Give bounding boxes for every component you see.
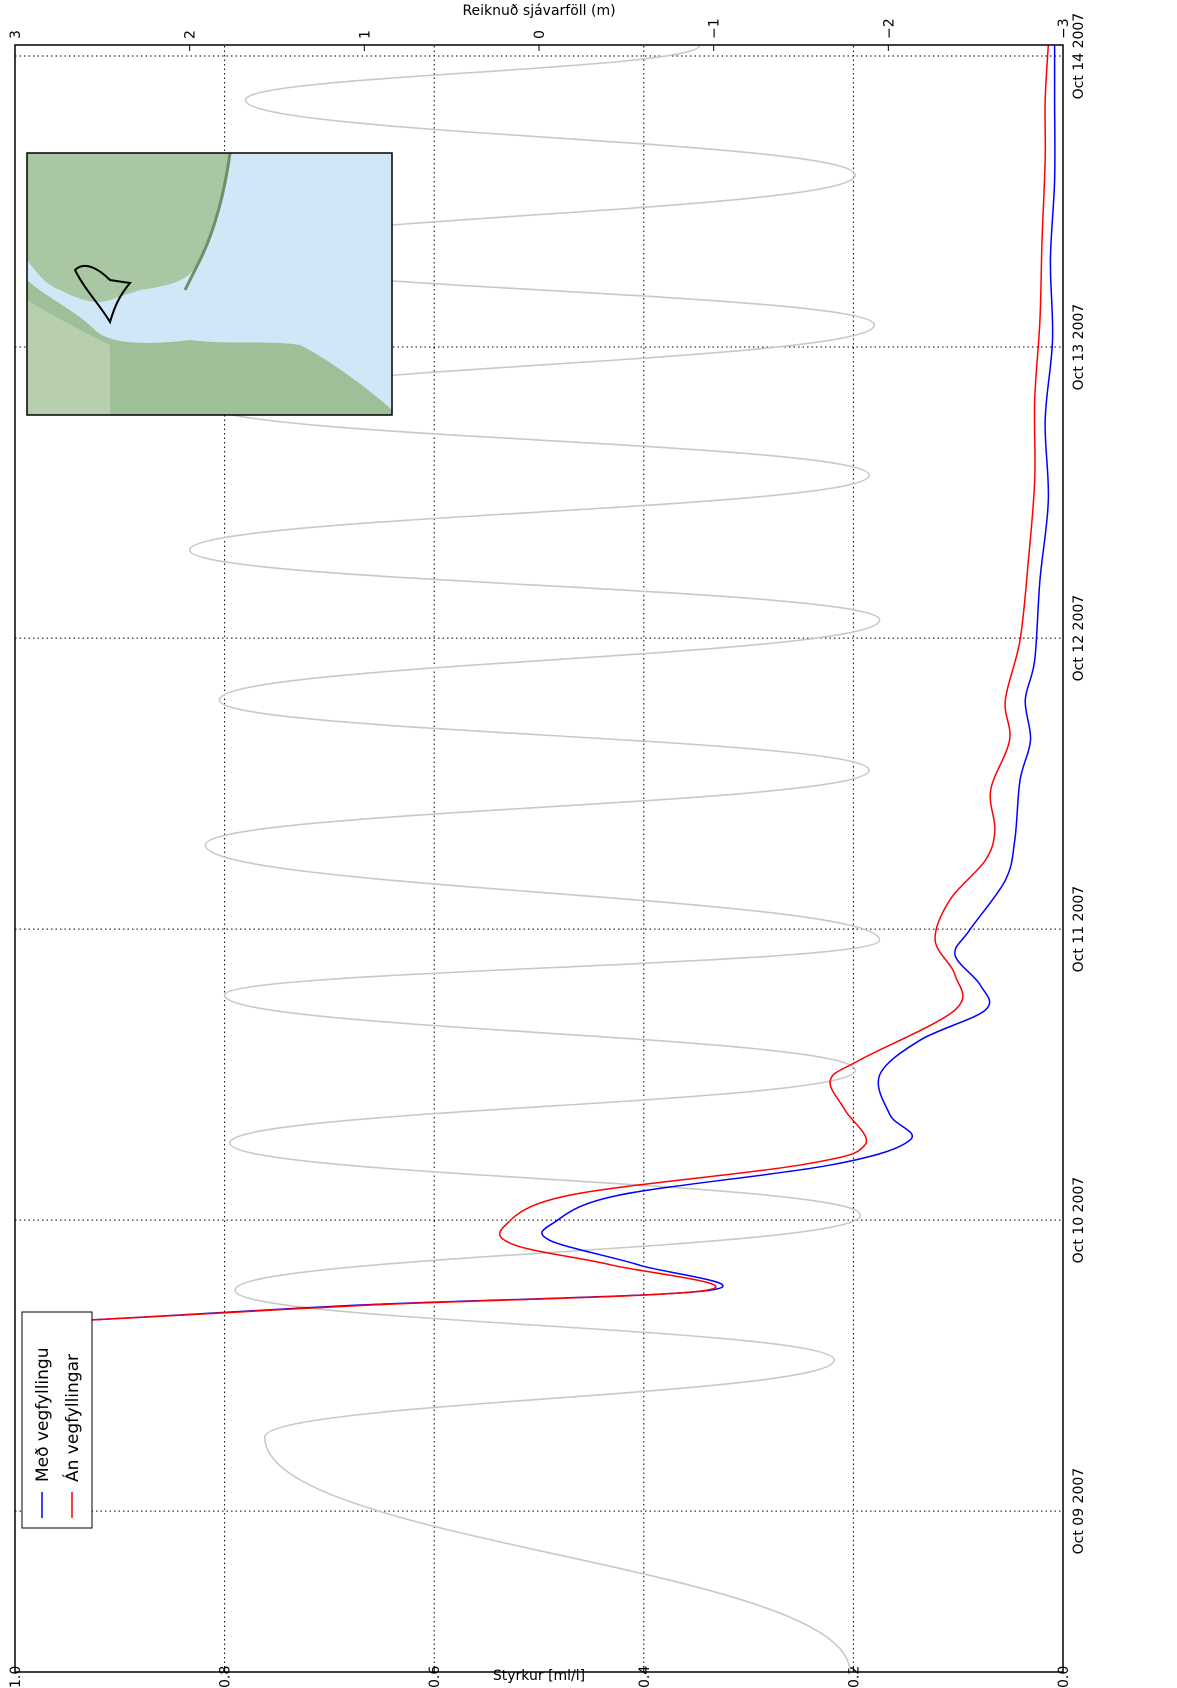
y-tick-label: 0.8: [218, 1666, 234, 1688]
y2-tick-label: 2: [183, 30, 199, 39]
x-tick-label: Oct 11 2007: [1071, 886, 1087, 973]
legend-label: Með vegfyllingu: [33, 1348, 53, 1483]
y-tick-label: 1.0: [8, 1666, 24, 1688]
y2-tick-label: 0: [532, 30, 548, 39]
inset-map: [27, 153, 392, 415]
x-tick-label: Oct 10 2007: [1071, 1177, 1087, 1264]
y2-tick-label: 1: [357, 30, 373, 39]
y2-tick-label: 3: [8, 30, 24, 39]
y2-tick-label: −1: [707, 18, 723, 39]
y-tick-label: 0.2: [846, 1666, 862, 1688]
x-tick-label: Oct 09 2007: [1071, 1468, 1087, 1555]
y2-tick-label: −2: [881, 18, 897, 39]
y2-tick-label: −3: [1056, 18, 1072, 39]
x-tick-label: Oct 14 2007: [1071, 13, 1087, 100]
legend-label: Án vegfyllingar: [61, 1354, 83, 1482]
x-tick-label: Oct 13 2007: [1071, 304, 1087, 391]
y-tick-label: 0.0: [1056, 1666, 1072, 1688]
y-tick-label: 0.4: [637, 1666, 653, 1688]
y2-axis-title: Reiknuð sjávarföll (m): [462, 3, 615, 19]
y-tick-label: 0.6: [427, 1666, 443, 1688]
x-tick-label: Oct 12 2007: [1071, 595, 1087, 682]
y-axis-title: Styrkur [ml/l]: [493, 1668, 585, 1684]
chart: Oct 09 2007 Oct 10 2007 Oct 11 2007 Oct 12 …: [0, 0, 1177, 1688]
